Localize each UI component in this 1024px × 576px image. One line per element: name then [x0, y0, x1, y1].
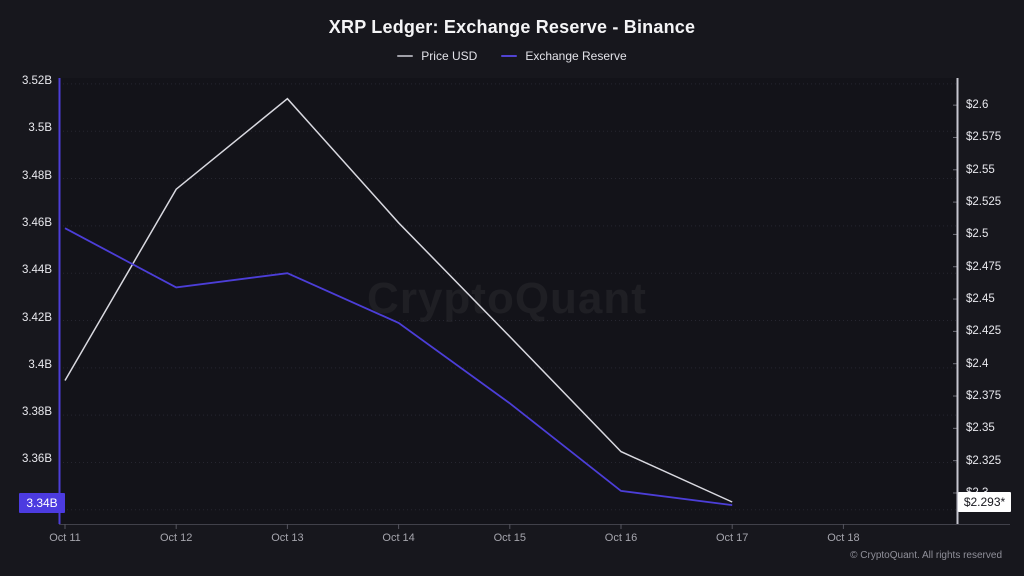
exchange-reserve-line-swatch-icon: [501, 55, 518, 57]
right-axis-tick-label: $2.325: [966, 454, 1002, 467]
copyright-text: © CryptoQuant. All rights reserved: [850, 550, 1002, 561]
left-axis-tick-label: 3.38B: [21, 406, 52, 419]
right-axis-tick-label: $2.375: [966, 390, 1002, 403]
x-axis-tick-label: Oct 18: [827, 532, 860, 544]
x-axis-tick-label: Oct 11: [49, 532, 81, 544]
left-axis-tick-label: 3.52B: [21, 74, 52, 87]
left-axis-tick-label: 3.5B: [28, 122, 52, 135]
exchange-reserve-line[interactable]: [64, 227, 733, 506]
legend-item-exchange-reserve[interactable]: Exchange Reserve: [501, 49, 627, 63]
x-axis-tick-label: Oct 12: [159, 532, 193, 544]
right-axis-tick-label: $2.45: [966, 293, 995, 306]
plot-area[interactable]: [59, 78, 957, 524]
price-usd-line-swatch-icon: [397, 55, 414, 57]
left-axis-tick-label: 3.42B: [21, 311, 52, 324]
right-axis-tick-label: $2.35: [966, 422, 995, 435]
chart-legend: Price USD Exchange Reserve: [0, 49, 1024, 63]
price-last-value-badge: $2.293*: [958, 492, 1011, 513]
right-axis-tick-label: $2.575: [966, 131, 1002, 144]
price-usd-line[interactable]: [64, 97, 733, 503]
legend-label-price-usd: Price USD: [421, 49, 478, 63]
left-axis-tick-label: 3.48B: [21, 169, 52, 182]
legend-label-exchange-reserve: Exchange Reserve: [525, 49, 627, 63]
x-axis-tick-label: Oct 13: [271, 532, 304, 544]
right-axis-tick-label: $2.4: [966, 357, 989, 370]
chart-title: XRP Ledger: Exchange Reserve - Binance: [328, 17, 696, 37]
x-axis-tick-label: Oct 14: [382, 532, 415, 544]
left-axis-tick-label: 3.36B: [21, 453, 52, 466]
right-axis-tick-label: $2.5: [966, 228, 989, 241]
x-axis-tick-label: Oct 16: [604, 532, 638, 544]
exchange-reserve-last-value-badge: 3.34B: [19, 493, 65, 514]
left-axis-tick-label: 3.44B: [21, 264, 52, 277]
right-axis-tick-label: $2.525: [966, 196, 1002, 209]
right-axis-tick-label: $2.425: [966, 325, 1002, 338]
left-axis-tick-label: 3.4B: [28, 358, 52, 371]
right-axis-tick-label: $2.55: [966, 163, 995, 176]
x-axis-tick-label: Oct 17: [715, 532, 749, 544]
right-axis-tick-label: $2.6: [966, 99, 989, 112]
left-axis-tick-label: 3.46B: [21, 216, 52, 229]
x-axis-tick-label: Oct 15: [493, 532, 526, 544]
legend-item-price-usd[interactable]: Price USD: [397, 49, 477, 63]
right-axis-tick-label: $2.475: [966, 260, 1002, 273]
